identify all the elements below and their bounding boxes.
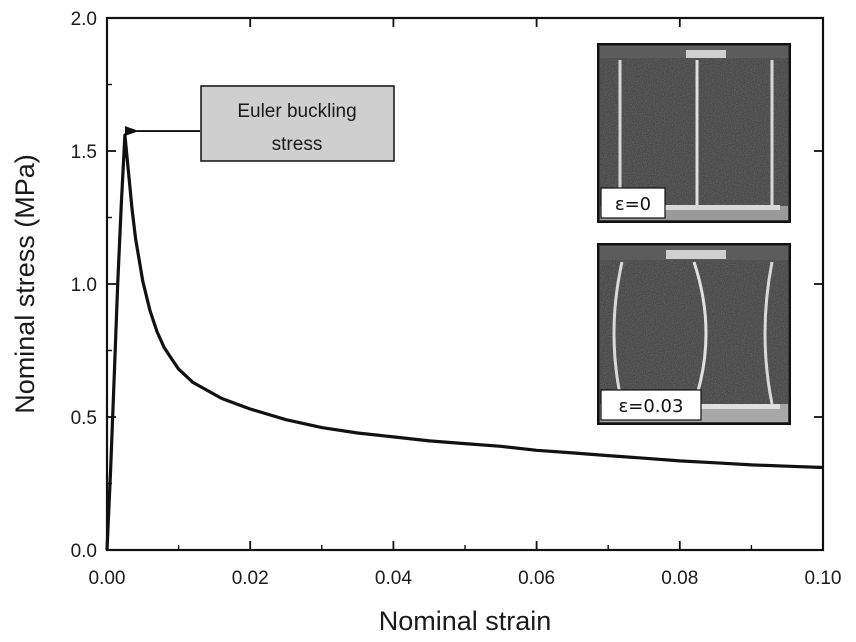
annotation-text-line-2: stress: [272, 134, 323, 155]
y-tick-label: 2.0: [71, 9, 97, 30]
y-axis: 0.0 0.5 1.0 1.5 2.0: [71, 9, 823, 562]
x-axis-title: Nominal strain: [379, 606, 552, 636]
series-line: [105, 133, 824, 551]
annotation-box: [200, 85, 395, 162]
y-tick-label: 1.0: [71, 275, 97, 296]
y-tick-label: 1.5: [71, 142, 97, 163]
inset-label: ε=0.03: [619, 396, 684, 417]
x-tick-label: 0.08: [661, 568, 698, 589]
inset-photo-buckled: ε=0.03: [597, 243, 791, 425]
strut-left-buckled: [612, 261, 624, 405]
inset-label-box: [600, 187, 666, 219]
x-tick-label: 0.06: [518, 568, 555, 589]
x-tick-label: 0.00: [89, 568, 126, 589]
euler-buckling-annotation: Euler buckling stress: [124, 85, 395, 162]
strut-middle-buckled: [692, 261, 708, 405]
inset-photo-unbuckled: ε=0: [597, 43, 791, 223]
x-tick-label: 0.10: [805, 568, 842, 589]
y-tick-label: 0.0: [71, 541, 97, 562]
strut-right-buckled: [763, 261, 774, 405]
inset-label: ε=0: [615, 194, 651, 215]
inset-label-box: [600, 389, 702, 421]
x-axis: 0.00 0.02 0.04 0.06 0.08 0.10: [89, 18, 842, 589]
y-axis-title: Nominal stress (MPa): [10, 154, 40, 414]
annotation-text-line-1: Euler buckling: [237, 101, 356, 122]
x-tick-label: 0.02: [232, 568, 269, 589]
y-tick-label: 0.5: [71, 408, 97, 429]
x-tick-label: 0.04: [375, 568, 412, 589]
